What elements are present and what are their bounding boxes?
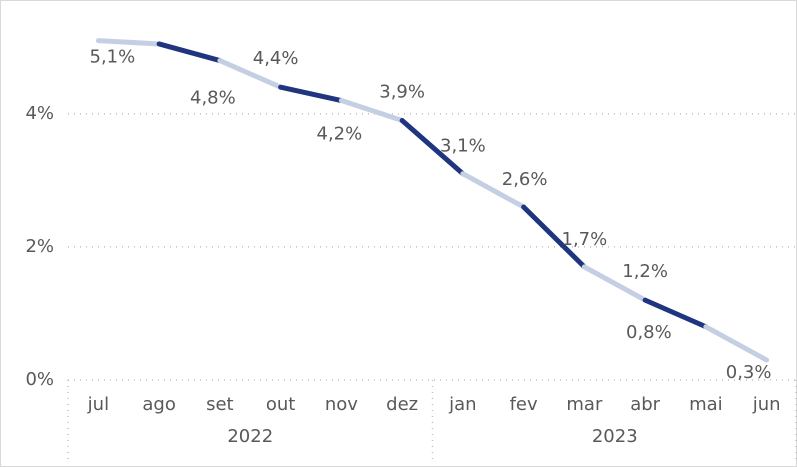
line-segment (581, 264, 648, 303)
y-tick-label: 2% (25, 236, 54, 257)
x-tick-label: out (266, 394, 295, 415)
line-segment (278, 84, 344, 104)
x-tick-label: jan (448, 394, 476, 415)
line-segment (156, 41, 223, 64)
data-label: 3,9% (379, 81, 425, 102)
data-label: 1,7% (562, 229, 608, 250)
x-tick-label: set (206, 394, 234, 415)
line-segment (399, 117, 466, 177)
x-tick-label: mai (689, 394, 723, 415)
data-label: 4,8% (190, 88, 236, 109)
x-tick-label: jul (87, 394, 109, 415)
data-label: 0,8% (626, 322, 672, 343)
x-tick-label: dez (386, 394, 418, 415)
data-label: 1,2% (622, 261, 668, 282)
x-tick-label: nov (325, 394, 358, 415)
y-tick-label: 4% (25, 103, 54, 124)
data-label: 3,1% (440, 136, 486, 157)
x-tick-label: jun (752, 394, 781, 415)
x-tick-label: fev (510, 394, 538, 415)
x-tick-label: ago (142, 394, 175, 415)
x-tick-label: abr (630, 394, 660, 415)
group-label: 2023 (592, 426, 638, 447)
data-label: 2,6% (502, 169, 548, 190)
line-segment (521, 204, 587, 270)
line-segment (217, 58, 284, 90)
y-tick-label: 0% (25, 369, 54, 390)
x-tick-label: mar (566, 394, 603, 415)
data-label: 4,2% (317, 124, 363, 145)
line-segment (703, 324, 770, 363)
group-label: 2022 (227, 426, 273, 447)
data-label: 5,1% (90, 47, 136, 68)
line-segment (460, 171, 527, 210)
line-segment (338, 98, 405, 123)
line-segment (95, 38, 162, 47)
data-label: 4,4% (253, 48, 299, 69)
line-segment (642, 297, 709, 330)
data-label: 0,3% (726, 362, 772, 383)
